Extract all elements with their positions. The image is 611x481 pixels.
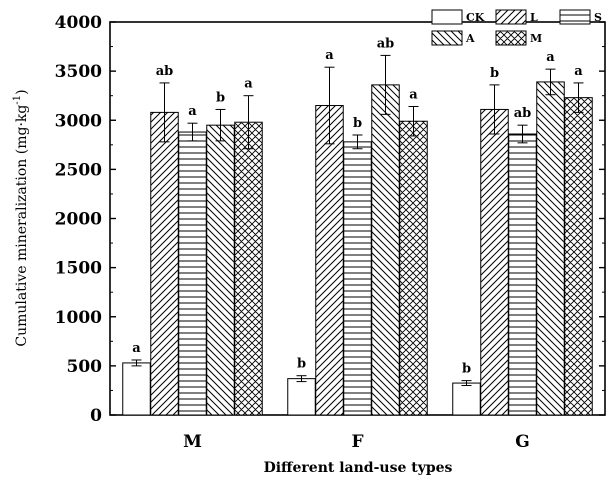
x-tick-label: G bbox=[515, 432, 530, 452]
bar-ck-f bbox=[287, 378, 316, 416]
legend-label-a: A bbox=[465, 32, 475, 45]
bar-ck-g bbox=[452, 382, 481, 416]
bar-ck-m bbox=[122, 362, 151, 416]
x-tick-label: F bbox=[351, 432, 363, 452]
significance-label: a bbox=[409, 87, 418, 102]
significance-label: b bbox=[462, 362, 471, 377]
significance-label: a bbox=[325, 48, 334, 63]
significance-label: a bbox=[188, 104, 197, 119]
significance-label: b bbox=[297, 357, 306, 372]
significance-label: b bbox=[353, 116, 362, 131]
legend-swatch-a bbox=[431, 30, 463, 46]
x-tick-label: M bbox=[183, 432, 202, 452]
legend-label-m: M bbox=[530, 32, 542, 45]
legend-swatch-m bbox=[495, 30, 527, 46]
bar-m-f bbox=[399, 120, 428, 416]
bar-m-m bbox=[234, 121, 263, 416]
legend-swatch-ck bbox=[431, 9, 463, 25]
bar-a-g bbox=[536, 81, 565, 416]
y-axis: 0 500 1000 1500 2000 2500 3000 3500 4000 bbox=[55, 13, 605, 426]
legend-swatch-l bbox=[495, 9, 527, 25]
significance-label: ab bbox=[514, 106, 532, 121]
bar-l-m bbox=[150, 111, 179, 416]
y-tick-label: 500 bbox=[67, 357, 103, 377]
legend-label-ck: CK bbox=[466, 11, 485, 24]
significance-label: a bbox=[574, 64, 583, 79]
y-tick-label: 0 bbox=[90, 406, 102, 426]
bar-a-f bbox=[371, 84, 400, 416]
y-tick-label: 4000 bbox=[55, 13, 102, 33]
legend-label-s: S bbox=[594, 11, 602, 24]
y-axis-title: Cumulative mineralization (mg·kg-1) bbox=[12, 89, 30, 346]
significance-label: b bbox=[216, 90, 225, 105]
significance-label: ab bbox=[377, 36, 395, 51]
bar-l-g bbox=[480, 108, 509, 416]
bar-m-g bbox=[564, 97, 593, 416]
legend: CK L S A M bbox=[431, 9, 602, 46]
bar-l-f bbox=[315, 105, 344, 416]
y-tick-label: 2500 bbox=[55, 160, 102, 180]
y-tick-label: 1000 bbox=[55, 308, 102, 328]
legend-label-l: L bbox=[530, 11, 538, 24]
significance-label: a bbox=[546, 50, 555, 65]
y-tick-label: 3000 bbox=[55, 111, 102, 131]
significance-label: a bbox=[132, 341, 141, 356]
bar-a-m bbox=[206, 124, 235, 416]
bar-s-f bbox=[343, 141, 372, 416]
bar-s-g bbox=[508, 133, 537, 416]
legend-swatch-s bbox=[559, 9, 591, 25]
x-axis-title: Different land-use types bbox=[264, 460, 453, 476]
significance-label: ab bbox=[156, 64, 174, 79]
y-tick-label: 3500 bbox=[55, 62, 102, 82]
y-tick-label: 1500 bbox=[55, 259, 102, 279]
bar-s-m bbox=[178, 131, 207, 416]
y-tick-label: 2000 bbox=[55, 210, 102, 230]
significance-label: a bbox=[244, 77, 253, 92]
significance-label: b bbox=[490, 66, 499, 81]
